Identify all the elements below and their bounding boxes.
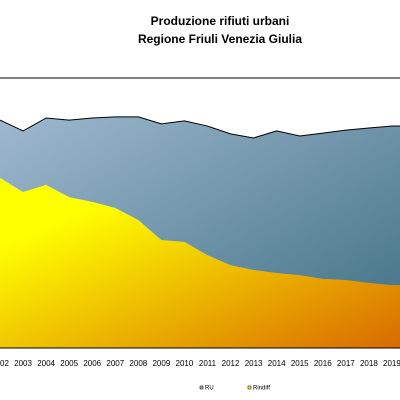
chart-title: Produzione rifiuti urbani — [151, 14, 290, 28]
x-tick-label: 2015 — [291, 359, 309, 368]
x-tick-label: 2019 — [383, 359, 400, 368]
legend-label: RU — [205, 386, 214, 392]
legend-marker — [199, 385, 204, 390]
x-tick-label: 2006 — [83, 359, 101, 368]
area-outline — [0, 116, 400, 139]
legend-marker — [247, 385, 252, 390]
x-tick-label: 2003 — [14, 359, 32, 368]
chart-subtitle: Regione Friuli Venezia Giulia — [138, 32, 302, 46]
legend-label: Rindiff — [253, 386, 270, 392]
x-tick-label: 2009 — [152, 359, 170, 368]
x-tick-label: 2016 — [314, 359, 332, 368]
x-tick-label: 2002 — [0, 359, 9, 368]
x-tick-label: 2017 — [337, 359, 355, 368]
x-tick-label: 2014 — [268, 359, 286, 368]
x-tick-label: 2013 — [245, 359, 263, 368]
x-tick-label: 2005 — [60, 359, 78, 368]
area — [0, 177, 400, 348]
x-tick-label: 2004 — [37, 359, 55, 368]
x-tick-label: 2011 — [199, 359, 217, 368]
x-tick-label: 2008 — [129, 359, 147, 368]
x-tick-label: 2007 — [106, 359, 124, 368]
x-tick-label: 2012 — [222, 359, 240, 368]
x-tick-label: 2018 — [360, 359, 378, 368]
x-tick-label: 2010 — [176, 359, 194, 368]
